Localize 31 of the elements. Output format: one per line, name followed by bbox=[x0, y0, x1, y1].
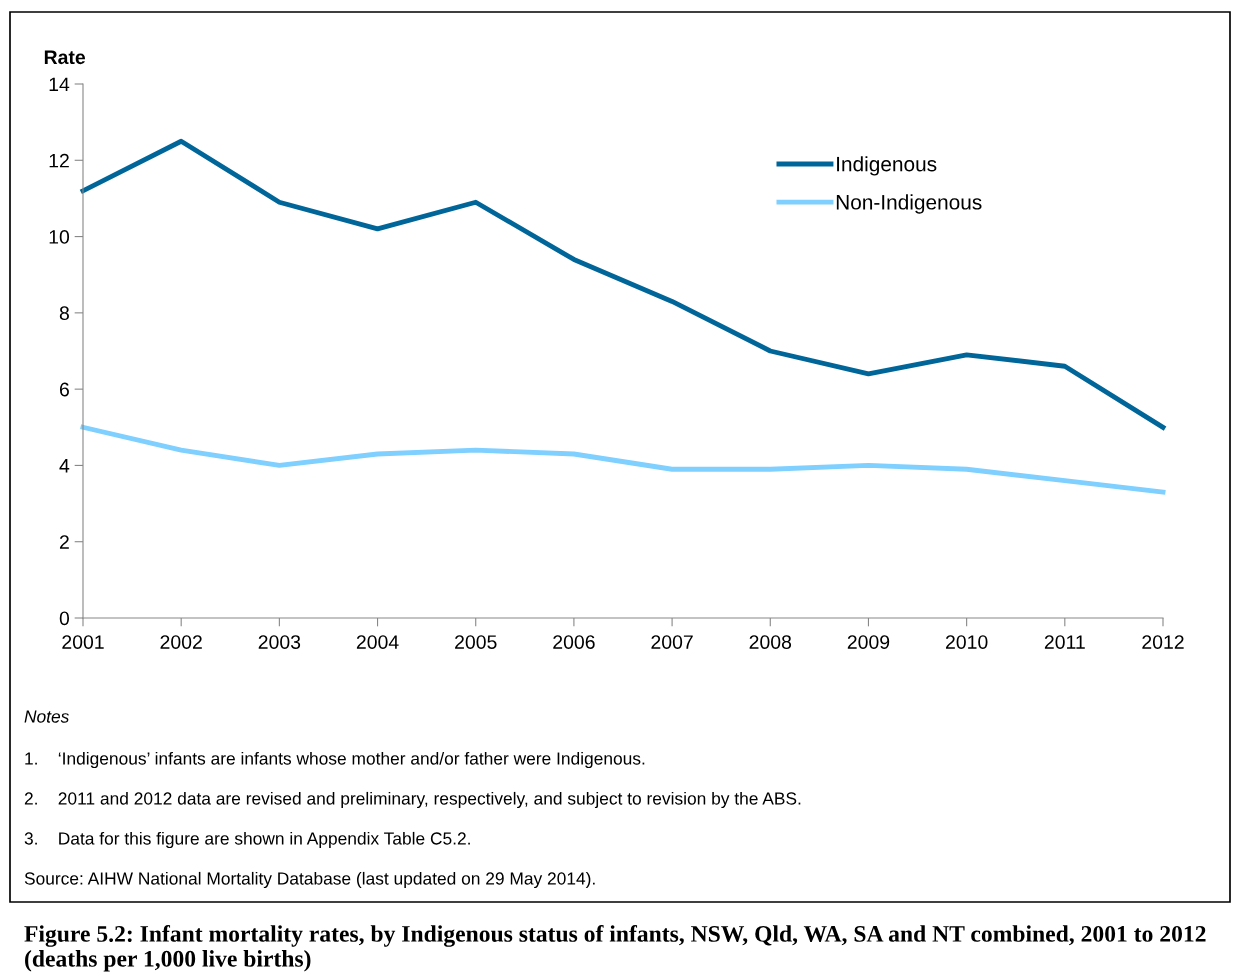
source-note: Source: AIHW National Mortality Database (last updated on 29 May 2014). bbox=[24, 871, 595, 889]
y-axis-title: Rate bbox=[44, 50, 86, 65]
x-tick-label: 2003 bbox=[258, 635, 301, 649]
x-tick-label: 2012 bbox=[1142, 635, 1184, 649]
y-tick-label: 4 bbox=[59, 459, 70, 473]
x-tick-label: 2002 bbox=[160, 635, 202, 649]
text: Notes bbox=[24, 710, 69, 723]
text: Figure 5.2: Infant mortality rates, by Indigenous status of infants, NSW, Qld, WA, SA and NT combined, 2001 to 2012 (deaths per 1,000 live births) bbox=[24, 925, 1206, 972]
x-tick-label: 2005 bbox=[455, 635, 497, 649]
text: 1. ‘Indigenous’ infants are infants whose mother and/or father were Indigenous. bbox=[25, 751, 645, 769]
text: 2. 2011 and 2012 data are revised and preliminary, respectively, and subject to revision by the ABS. bbox=[24, 791, 801, 809]
y-tick-label: 0 bbox=[59, 611, 70, 626]
y-tick-label: 2 bbox=[59, 535, 69, 549]
line-series bbox=[80, 424, 1166, 495]
line-series bbox=[80, 138, 1166, 430]
y-tick-label: 12 bbox=[49, 153, 69, 168]
x-tick-label: 2009 bbox=[847, 635, 890, 649]
x-tick-label: 2008 bbox=[749, 635, 792, 649]
x-tick-label: 2006 bbox=[553, 635, 595, 649]
x-tick-label: 2004 bbox=[356, 635, 399, 649]
x-tick-label: 2011 bbox=[1044, 635, 1085, 649]
legend-label: Indigenous bbox=[837, 156, 937, 176]
x-tick-label: 2007 bbox=[651, 635, 693, 649]
y-tick-label: 14 bbox=[49, 77, 70, 92]
y-tick-label: 6 bbox=[59, 382, 69, 397]
x-tick-label: 2001 bbox=[62, 635, 104, 649]
text: 3. Data for this figure are shown in Appendix Table C5.2. bbox=[24, 831, 470, 849]
y-tick-label: 10 bbox=[49, 230, 70, 244]
x-tick-label: 2010 bbox=[945, 635, 988, 649]
y-tick-label: 8 bbox=[59, 306, 69, 321]
legend-label: Non-Indigenous bbox=[836, 194, 982, 214]
